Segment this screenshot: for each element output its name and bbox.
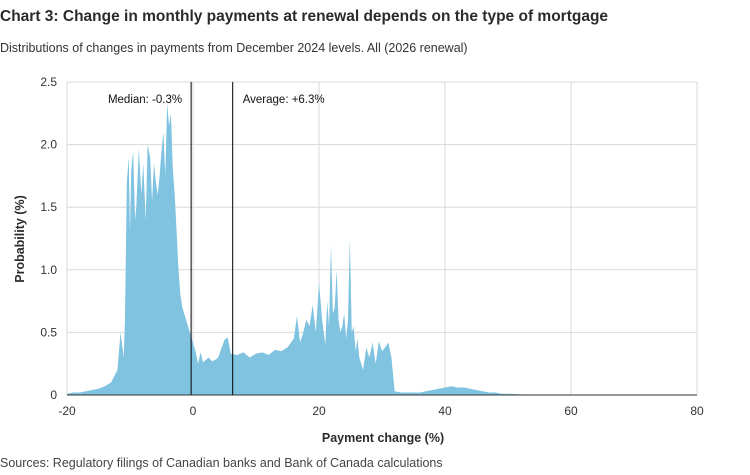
- source-note: Sources: Regulatory filings of Canadian …: [0, 456, 443, 470]
- y-tick-label: 2.5: [40, 75, 57, 89]
- tick-labels: 00.51.01.52.02.5-20 0 20 40 60 80: [40, 75, 704, 418]
- x-tick-label: 20: [312, 404, 326, 418]
- median-label: Median: -0.3%: [108, 94, 182, 106]
- x-axis-title: Payment change (%): [322, 431, 444, 445]
- x-tick-label: 40: [438, 404, 452, 418]
- x-tick-label: 0: [190, 404, 197, 418]
- area-series: [67, 103, 697, 395]
- average-label: Average: +6.3%: [243, 94, 325, 106]
- y-tick-label: 1.0: [40, 263, 57, 277]
- y-tick-label: 0.5: [40, 325, 57, 339]
- chart-subtitle: Distributions of changes in payments fro…: [0, 41, 468, 55]
- annotation-lines: Median: -0.3% Average: +6.3%: [108, 82, 325, 395]
- chart-title: Chart 3: Change in monthly payments at r…: [0, 8, 609, 25]
- y-tick-label: 2.0: [40, 138, 57, 152]
- x-tick-label: 60: [564, 404, 578, 418]
- x-tick-label: -20: [58, 404, 76, 418]
- x-tick-label: 80: [690, 404, 704, 418]
- y-tick-label: 1.5: [40, 200, 57, 214]
- y-tick-label: 0: [50, 388, 57, 402]
- probability-area: [67, 103, 697, 395]
- y-axis-title: Probability (%): [13, 195, 27, 283]
